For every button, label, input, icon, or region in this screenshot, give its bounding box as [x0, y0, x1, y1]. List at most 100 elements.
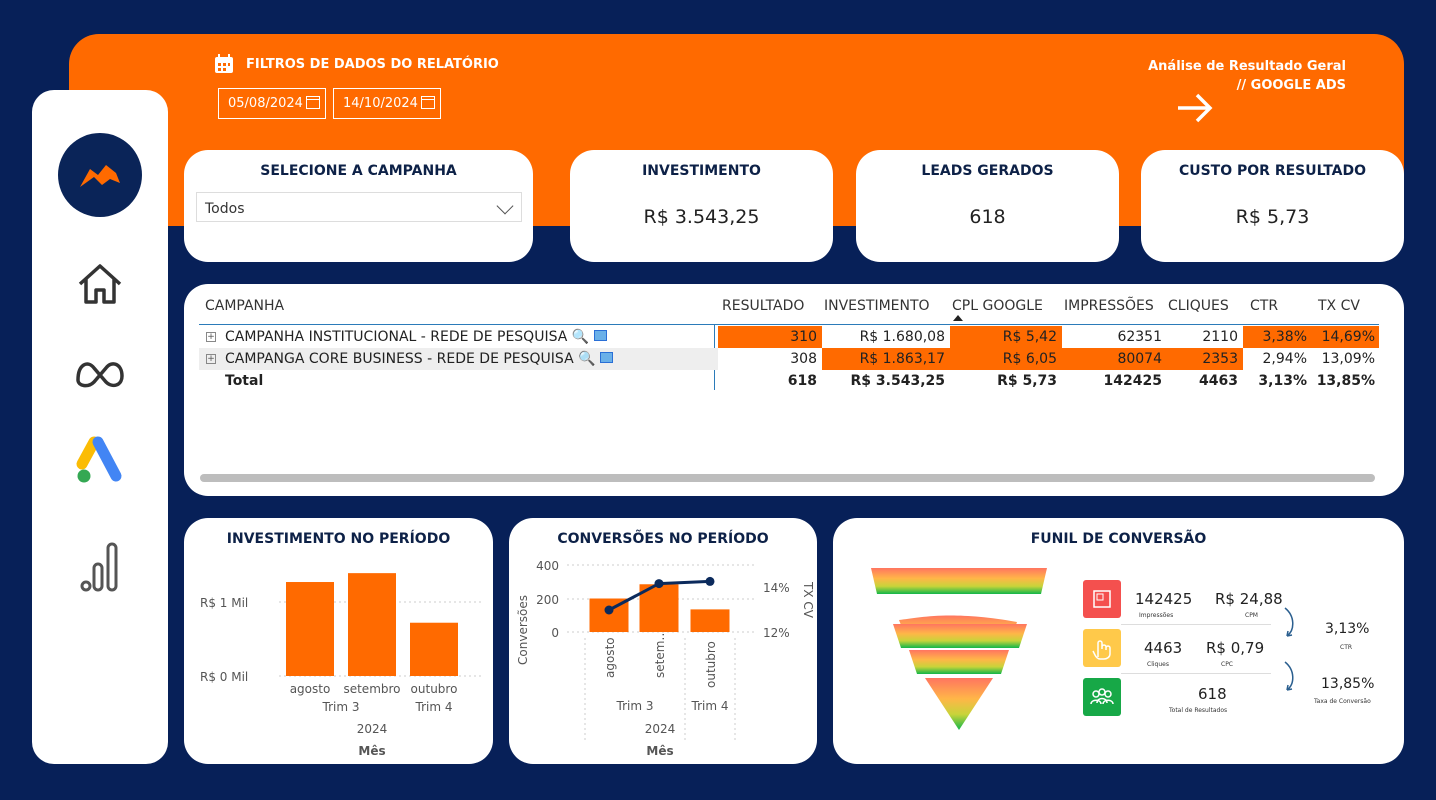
cell: 2,94%: [1243, 348, 1312, 370]
chart-title: INVESTIMENTO NO PERÍODO: [226, 531, 451, 547]
campaign-dropdown-value: Todos: [205, 201, 245, 217]
x-quarter-label: Trim 3: [616, 699, 654, 713]
cell-campaign: CAMPANGA CORE BUSINESS - REDE DE PESQUIS…: [225, 348, 613, 370]
cell: R$ 5,73: [997, 373, 1057, 389]
date-start-input[interactable]: 05/08/2024: [218, 88, 326, 119]
y2-tick-label: 12%: [763, 626, 790, 640]
analytics-icon[interactable]: [72, 538, 128, 594]
cell: 80074: [1062, 348, 1167, 370]
y2-axis-label: TX CV: [801, 581, 815, 619]
home-icon[interactable]: [72, 256, 128, 312]
cpc-label: CPC: [1221, 661, 1233, 668]
kpi-custo: CUSTO POR RESULTADO R$ 5,73: [1141, 150, 1404, 262]
x-tick-label: agosto: [290, 682, 331, 696]
col-header[interactable]: CPL GOOGLE: [952, 298, 1043, 314]
point-tx-cv-setembro[interactable]: [654, 579, 664, 589]
cell: 2353: [1167, 348, 1243, 370]
report-title: Análise de Resultado Geral // GOOGLE ADS: [1148, 59, 1346, 93]
total-label: Total: [225, 373, 264, 389]
expand-icon[interactable]: +: [206, 332, 216, 342]
col-header[interactable]: RESULTADO: [722, 298, 805, 314]
col-header[interactable]: CAMPANHA: [205, 298, 285, 314]
chart-investimento-card: INVESTIMENTO NO PERÍODO R$ 1 Mil R$ 0 Mi…: [184, 518, 493, 764]
search-icon: 🔍: [578, 351, 596, 367]
y-axis-label: Conversões: [516, 595, 530, 665]
x-tick-label: outubro: [704, 641, 718, 688]
x-quarter-label: Trim 4: [691, 699, 729, 713]
campaign-table: CAMPANHA RESULTADO INVESTIMENTO CPL GOOG…: [184, 284, 1404, 496]
col-header[interactable]: CLIQUES: [1168, 298, 1229, 314]
cell: R$ 1.863,17: [822, 348, 950, 370]
cell: 308: [718, 348, 822, 370]
x-tick-label: setem…: [653, 629, 667, 678]
meta-icon[interactable]: [72, 344, 128, 400]
kpi-title: CUSTO POR RESULTADO: [1178, 163, 1367, 179]
clicks-value: 4463: [1144, 639, 1183, 657]
kpi-title: LEADS GERADOS: [921, 163, 1054, 179]
ctr-label: CTR: [1340, 644, 1353, 651]
kpi-title: INVESTIMENTO: [642, 163, 761, 179]
curve-arrow-icon: [1284, 607, 1294, 637]
sidebar: [32, 90, 168, 764]
clicks-icon: [1083, 629, 1121, 667]
kpi-value: 618: [969, 206, 1006, 228]
cpm-label: CPM: [1245, 612, 1258, 619]
bar-agosto[interactable]: [286, 582, 334, 676]
x-tick-label: outubro: [411, 682, 458, 696]
date-end-input[interactable]: 14/10/2024: [333, 88, 441, 119]
x-axis-label: Mês: [646, 744, 673, 758]
impressions-icon: [1083, 580, 1121, 618]
cell: 13,85%: [1316, 373, 1375, 389]
y-tick-label: 0: [551, 626, 559, 640]
funnel-graphic: [871, 568, 1047, 730]
impressions-label: Impressões: [1139, 612, 1174, 619]
divider: [1121, 673, 1271, 674]
cell: 310: [718, 326, 822, 348]
calendar-icon[interactable]: [306, 96, 320, 109]
cell: 4463: [1199, 373, 1238, 389]
cell: R$ 5,42: [950, 326, 1062, 348]
point-tx-cv-agosto[interactable]: [604, 605, 614, 615]
chart-title: CONVERSÕES NO PERÍODO: [557, 531, 769, 547]
col-header[interactable]: TX CV: [1318, 298, 1360, 314]
y-tick-label: 200: [536, 593, 559, 607]
logo-icon[interactable]: [58, 133, 142, 217]
chart-investimento: R$ 1 Mil R$ 0 Mil agosto setembro outubr…: [200, 573, 484, 758]
conv-rate-value: 13,85%: [1321, 676, 1375, 692]
campaign-dropdown[interactable]: Todos: [196, 192, 522, 222]
bar-outubro[interactable]: [690, 609, 730, 632]
cell: 3,13%: [1258, 373, 1307, 389]
google-ads-icon[interactable]: [72, 434, 128, 490]
cell: R$ 1.680,08: [859, 329, 945, 345]
x-year-label: 2024: [645, 722, 676, 736]
conv-rate-label: Taxa de Conversão: [1314, 698, 1371, 705]
bar-setembro[interactable]: [639, 584, 679, 632]
bar-setembro[interactable]: [348, 573, 396, 676]
x-year-label: 2024: [357, 722, 388, 736]
cell-campaign: CAMPANHA INSTITUCIONAL - REDE DE PESQUIS…: [225, 326, 607, 348]
cell: 62351: [1117, 329, 1162, 345]
col-header[interactable]: IMPRESSÕES: [1064, 298, 1154, 314]
sort-asc-icon[interactable]: [953, 315, 963, 322]
col-header[interactable]: CTR: [1250, 298, 1279, 314]
expand-icon[interactable]: +: [206, 354, 216, 364]
table-row[interactable]: + CAMPANHA INSTITUCIONAL - REDE DE PESQU…: [199, 326, 1379, 348]
horizontal-scrollbar[interactable]: [200, 474, 1375, 482]
curve-arrow-icon: [1284, 661, 1294, 691]
y2-tick-label: 14%: [763, 581, 790, 595]
filter-title: FILTROS DE DADOS DO RELATÓRIO: [246, 57, 499, 72]
calendar-icon[interactable]: [421, 96, 435, 109]
cell: 3,38%: [1243, 326, 1312, 348]
bar-outubro[interactable]: [410, 622, 458, 676]
col-header[interactable]: INVESTIMENTO: [824, 298, 930, 314]
table-row[interactable]: + CAMPANGA CORE BUSINESS - REDE DE PESQU…: [199, 348, 1379, 370]
chart-conversoes-card: CONVERSÕES NO PERÍODO Conversões TX CV 4…: [509, 518, 817, 764]
header-divider: [199, 324, 1379, 325]
arrow-right-icon[interactable]: [1175, 88, 1215, 128]
chevron-down-icon[interactable]: [496, 197, 514, 215]
x-tick-label: setembro: [343, 682, 400, 696]
cell: R$ 6,05: [950, 348, 1062, 370]
cell: R$ 3.543,25: [850, 373, 945, 389]
results-label: Total de Resultados: [1169, 707, 1228, 714]
point-tx-cv-outubro[interactable]: [705, 576, 715, 586]
